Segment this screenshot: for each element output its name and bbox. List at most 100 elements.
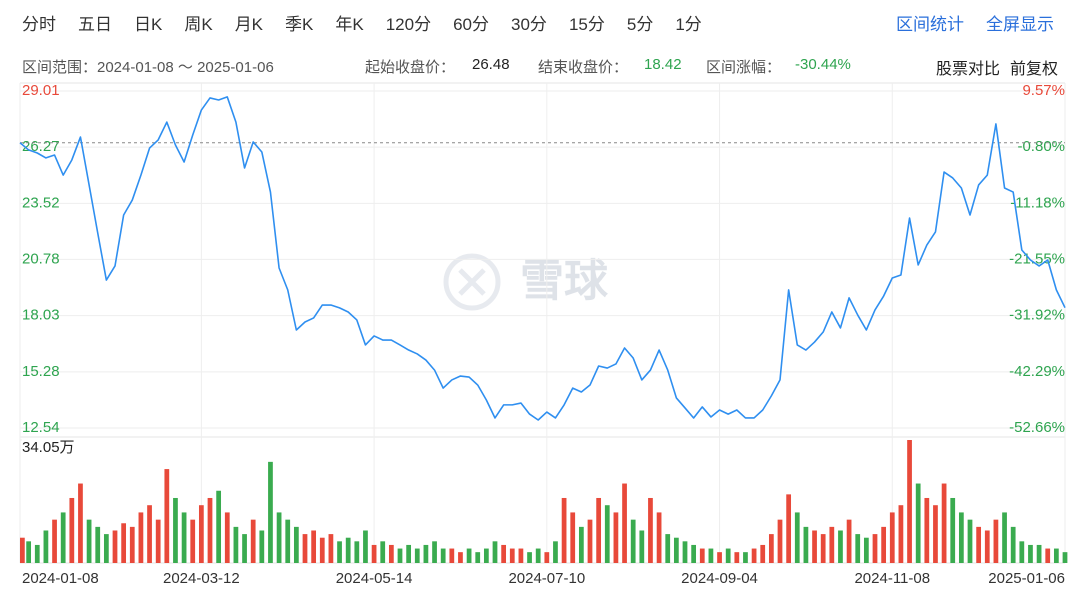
volume-bar bbox=[898, 505, 904, 563]
x-tick-label: 2024-11-08 bbox=[854, 570, 930, 587]
volume-bar bbox=[250, 519, 256, 563]
period-tab[interactable]: 120分 bbox=[385, 15, 432, 34]
period-tab[interactable]: 五日 bbox=[78, 15, 112, 34]
period-tab[interactable]: 15分 bbox=[568, 15, 605, 34]
volume-bar bbox=[812, 530, 817, 563]
volume-bar bbox=[69, 497, 75, 563]
volume-bar bbox=[855, 534, 861, 563]
volume-bar bbox=[967, 519, 973, 563]
y-tick-label: 26.27 bbox=[22, 138, 60, 155]
volume-bar bbox=[760, 544, 766, 563]
tool-button[interactable]: 股票对比 bbox=[935, 61, 1000, 78]
y2-tick-label: -52.66% bbox=[1009, 419, 1065, 436]
volume-bar bbox=[691, 544, 697, 563]
volume-bar bbox=[181, 512, 187, 563]
volume-bar bbox=[86, 519, 92, 563]
volume-bar bbox=[52, 519, 57, 563]
x-tick-label: 2024-09-04 bbox=[681, 570, 758, 587]
volume-bar bbox=[440, 548, 446, 563]
volume-bar bbox=[717, 552, 722, 563]
action-button[interactable]: 全屏显示 bbox=[986, 15, 1054, 34]
volume-bar bbox=[673, 537, 679, 563]
x-tick-label: 2024-07-10 bbox=[508, 570, 585, 587]
period-tab[interactable]: 分时 bbox=[22, 15, 56, 34]
volume-bar bbox=[639, 530, 645, 563]
period-tab[interactable]: 月K bbox=[234, 15, 264, 34]
volume-bar bbox=[578, 526, 584, 563]
volume-bar bbox=[380, 541, 386, 563]
y-tick-label: 15.28 bbox=[22, 363, 60, 380]
x-tick-label: 2024-03-12 bbox=[163, 570, 240, 587]
volume-bar bbox=[976, 526, 982, 563]
volume-bar bbox=[198, 505, 204, 563]
volume-bar bbox=[328, 534, 334, 563]
y2-tick-label: -21.55% bbox=[1009, 250, 1065, 267]
volume-bar bbox=[777, 519, 783, 563]
volume-bar bbox=[527, 552, 532, 563]
volume-bar bbox=[1053, 548, 1059, 563]
start-close-label: 起始收盘价： bbox=[365, 59, 456, 76]
volume-bar bbox=[293, 526, 299, 563]
x-tick-label: 2024-01-08 bbox=[22, 570, 99, 587]
period-tab[interactable]: 1分 bbox=[675, 15, 702, 34]
volume-bar bbox=[207, 497, 213, 563]
volume-bar bbox=[656, 512, 662, 563]
volume-bar bbox=[414, 548, 420, 563]
volume-bar bbox=[78, 483, 83, 563]
volume-bar bbox=[1010, 526, 1016, 563]
tool-button[interactable]: 前复权 bbox=[1009, 61, 1058, 78]
volume-bar bbox=[302, 534, 308, 563]
volume-bar bbox=[95, 526, 101, 563]
period-tab[interactable]: 5分 bbox=[626, 15, 654, 34]
volume-bar bbox=[138, 512, 144, 563]
volume-bar bbox=[224, 512, 230, 563]
volume-bar bbox=[466, 548, 472, 563]
volume-bar bbox=[1062, 552, 1068, 563]
volume-bar bbox=[285, 519, 291, 563]
volume-bar bbox=[483, 548, 489, 563]
volume-bar bbox=[803, 526, 809, 563]
volume-bar bbox=[509, 548, 515, 563]
volume-bar bbox=[475, 552, 481, 563]
volume-bar bbox=[561, 497, 567, 563]
period-tab[interactable]: 60分 bbox=[453, 15, 490, 34]
volume-bar bbox=[665, 534, 671, 563]
y-tick-label: 12.54 bbox=[22, 419, 60, 436]
y-tick-label: 29.01 bbox=[22, 82, 60, 99]
volume-bar bbox=[924, 497, 930, 563]
volume-bar bbox=[933, 505, 938, 563]
period-tab[interactable]: 季K bbox=[285, 15, 314, 34]
y-tick-label: 20.78 bbox=[22, 250, 60, 267]
volume-bar bbox=[889, 512, 895, 563]
volume-bar bbox=[829, 526, 835, 563]
price-line bbox=[19, 96, 1066, 421]
volume-bar bbox=[941, 483, 947, 563]
volume-bar bbox=[60, 512, 66, 563]
y2-tick-label: -11.18% bbox=[1010, 194, 1065, 211]
period-tab[interactable]: 周K bbox=[184, 15, 213, 34]
volume-bar bbox=[458, 552, 463, 563]
volume-bar bbox=[34, 544, 40, 563]
volume-bar bbox=[838, 530, 843, 563]
volume-bar bbox=[794, 512, 800, 563]
volume-bar bbox=[345, 537, 351, 563]
period-tab[interactable]: 30分 bbox=[511, 15, 547, 34]
volume-bar bbox=[768, 534, 774, 563]
action-button[interactable]: 区间统计 bbox=[896, 15, 964, 34]
y-tick-label: 18.03 bbox=[22, 307, 60, 324]
volume-bar bbox=[233, 526, 239, 563]
period-tab[interactable]: 年K bbox=[335, 15, 364, 34]
period-tabs: 分时 五日 日K 周K 月K 季K 年K 120分 60分 30分 15分 5分 1分 bbox=[22, 10, 702, 35]
volume-bar bbox=[311, 530, 317, 563]
volume-bar bbox=[820, 534, 826, 563]
change: -30.44% bbox=[795, 56, 851, 73]
x-tick-label: 2025-01-06 bbox=[988, 570, 1065, 587]
volume-bar bbox=[622, 483, 627, 563]
volume-bar bbox=[682, 541, 688, 563]
volume-bar bbox=[112, 530, 118, 563]
volume-bar bbox=[103, 534, 109, 563]
volume-bar bbox=[190, 519, 196, 563]
volume-bar bbox=[432, 541, 437, 563]
period-tab[interactable]: 日K bbox=[134, 15, 163, 34]
